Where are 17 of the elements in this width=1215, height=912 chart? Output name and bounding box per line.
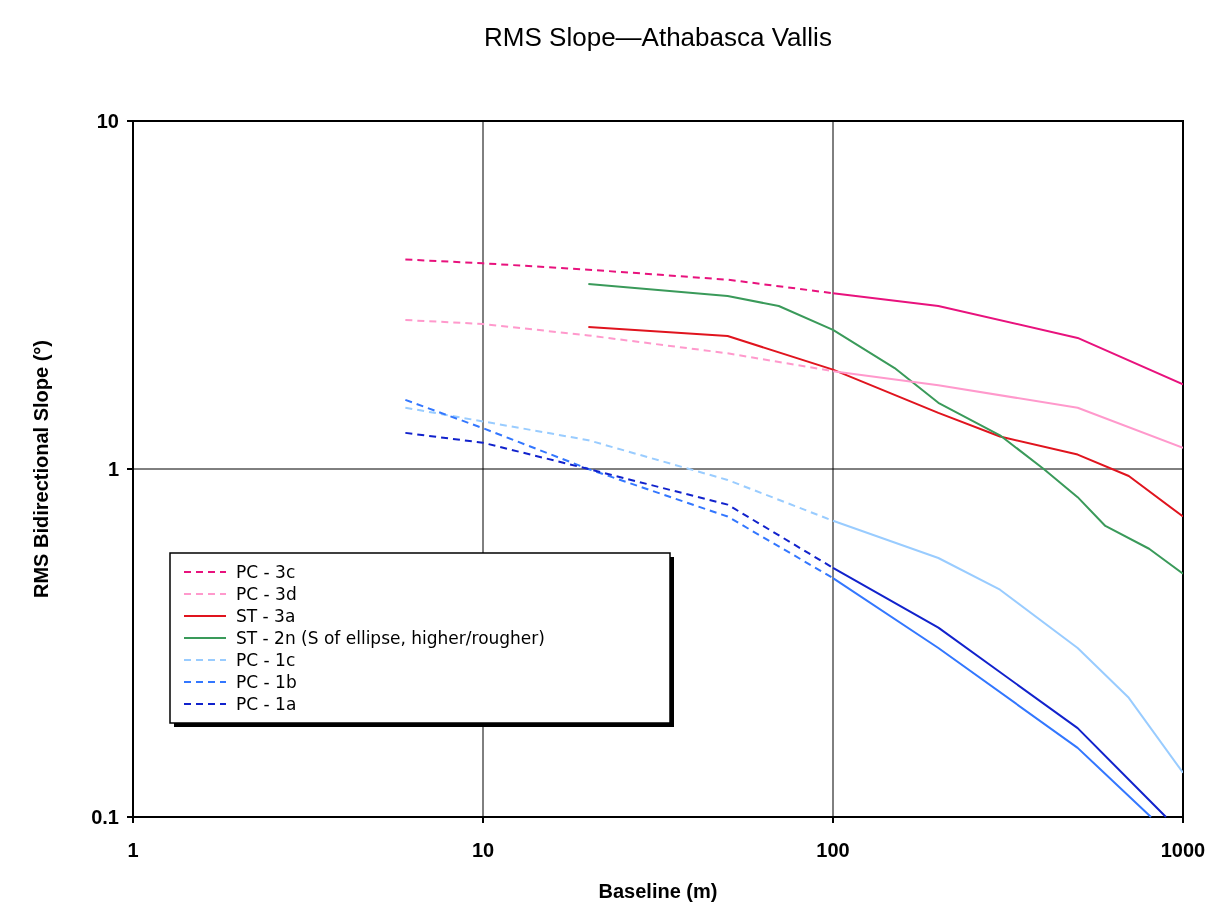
x-tick-label: 1 [127, 839, 139, 861]
y-tick-label: 10 [96, 110, 119, 132]
x-tick-label: 100 [816, 839, 850, 861]
legend-label: PC - 1b [236, 672, 297, 692]
chart-title: RMS Slope—Athabasca Vallis [484, 22, 832, 52]
x-axis-title: Baseline (m) [598, 880, 718, 902]
legend-label: PC - 3c [236, 562, 296, 582]
y-tick-label: 0.1 [91, 806, 119, 828]
legend-label: PC - 1c [236, 650, 296, 670]
legend-label: ST - 3a [236, 606, 296, 626]
x-tick-label: 1000 [1160, 839, 1206, 861]
y-axis-title: RMS Bidirectional Slope (°) [30, 339, 52, 599]
x-tick-label: 10 [471, 839, 495, 861]
legend-label: PC - 3d [236, 584, 297, 604]
legend-label: PC - 1a [236, 694, 297, 714]
legend-label: ST - 2n (S of ellipse, higher/rougher) [236, 628, 545, 648]
y-tick-label: 1 [107, 458, 119, 480]
